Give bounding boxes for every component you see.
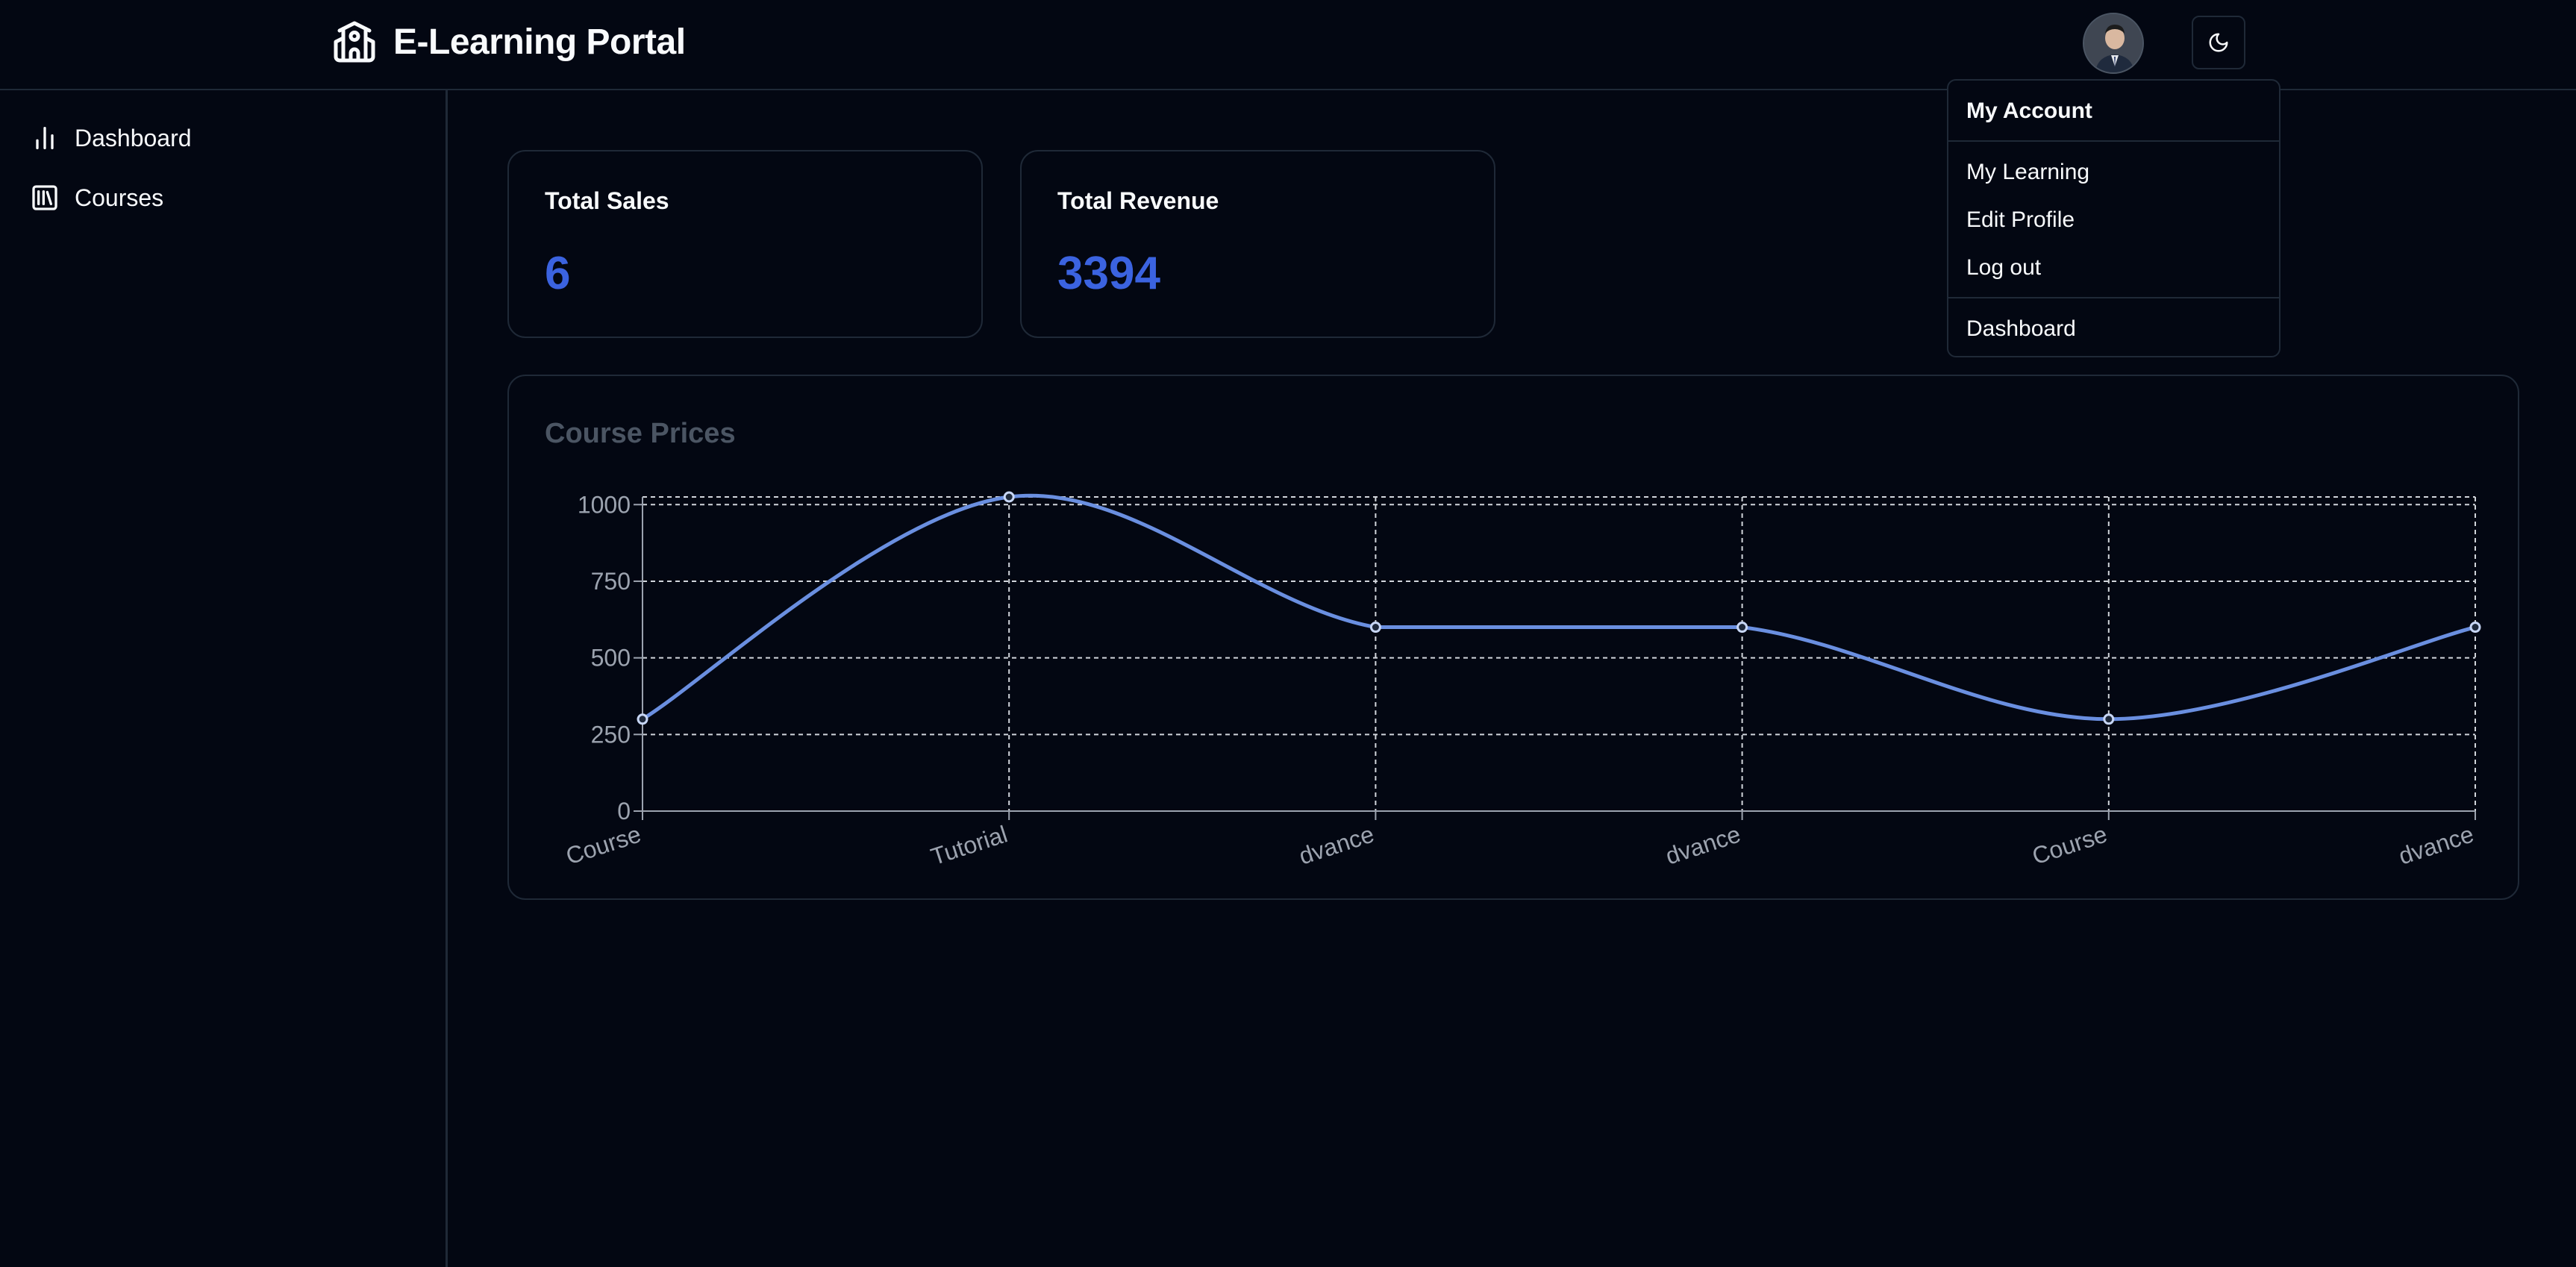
y-tick-label: 0 [617, 798, 631, 825]
sidebar-item-label: Courses [75, 184, 164, 211]
y-tick-label: 1000 [578, 491, 631, 518]
user-avatar[interactable] [2083, 13, 2144, 74]
total-revenue-value: 3394 [1057, 248, 1160, 299]
total-revenue-card: Total Revenue 3394 [1020, 150, 1495, 338]
school-icon [334, 21, 375, 63]
account-dropdown-menu: My Account My Learning Edit Profile Log … [1947, 79, 2280, 357]
y-tick-label: 500 [591, 645, 631, 672]
dropdown-heading: My Account [1966, 98, 2092, 123]
sidebar: Dashboard Courses [0, 90, 448, 1267]
dropdown-divider [1948, 297, 2279, 298]
brand[interactable]: E-Learning Portal [332, 19, 686, 64]
data-point [1003, 491, 1015, 503]
menu-item-dashboard[interactable]: Dashboard [1966, 316, 2076, 341]
menu-item-edit-profile[interactable]: Edit Profile [1966, 207, 2075, 232]
x-tick-label: dvance [1295, 820, 1377, 869]
data-point [2469, 622, 2481, 634]
theme-toggle-button[interactable] [2192, 16, 2245, 69]
top-header: E-Learning Portal [0, 0, 2576, 90]
data-point [1736, 622, 1748, 634]
x-tick-label: Course [563, 820, 644, 869]
total-sales-card: Total Sales 6 [507, 150, 983, 338]
sidebar-item-dashboard[interactable]: Dashboard [30, 123, 192, 153]
moon-icon [2209, 33, 2228, 52]
app-title: E-Learning Portal [393, 22, 686, 62]
data-point [637, 713, 648, 725]
total-revenue-label: Total Revenue [1057, 187, 1219, 214]
x-tick-label: Tutorial [928, 820, 1010, 870]
course-prices-card: Course Prices 0 250 500 750 1000 Course Tutori… [507, 375, 2519, 900]
menu-item-my-learning[interactable]: My Learning [1966, 160, 2090, 184]
course-prices-chart: 0 250 500 750 1000 Course Tutorial dvance dvance… [563, 491, 2481, 870]
y-tick-label: 250 [591, 721, 631, 748]
bar-chart-icon [36, 127, 54, 149]
sidebar-item-courses[interactable]: Courses [30, 183, 163, 213]
x-tick-label: dvance [2395, 820, 2477, 869]
series-line [641, 493, 2476, 722]
total-sales-label: Total Sales [545, 187, 669, 214]
library-icon [32, 185, 57, 210]
data-point [1369, 622, 1381, 634]
y-tick-label: 750 [591, 568, 631, 595]
dropdown-divider [1948, 140, 2279, 142]
x-tick-label: Course [2029, 820, 2110, 869]
menu-item-log-out[interactable]: Log out [1966, 255, 2042, 280]
x-tick-label: dvance [1663, 820, 1744, 869]
sidebar-item-label: Dashboard [75, 124, 192, 151]
data-point [2103, 713, 2115, 725]
total-sales-value: 6 [545, 248, 571, 299]
chart-title: Course Prices [545, 418, 736, 449]
